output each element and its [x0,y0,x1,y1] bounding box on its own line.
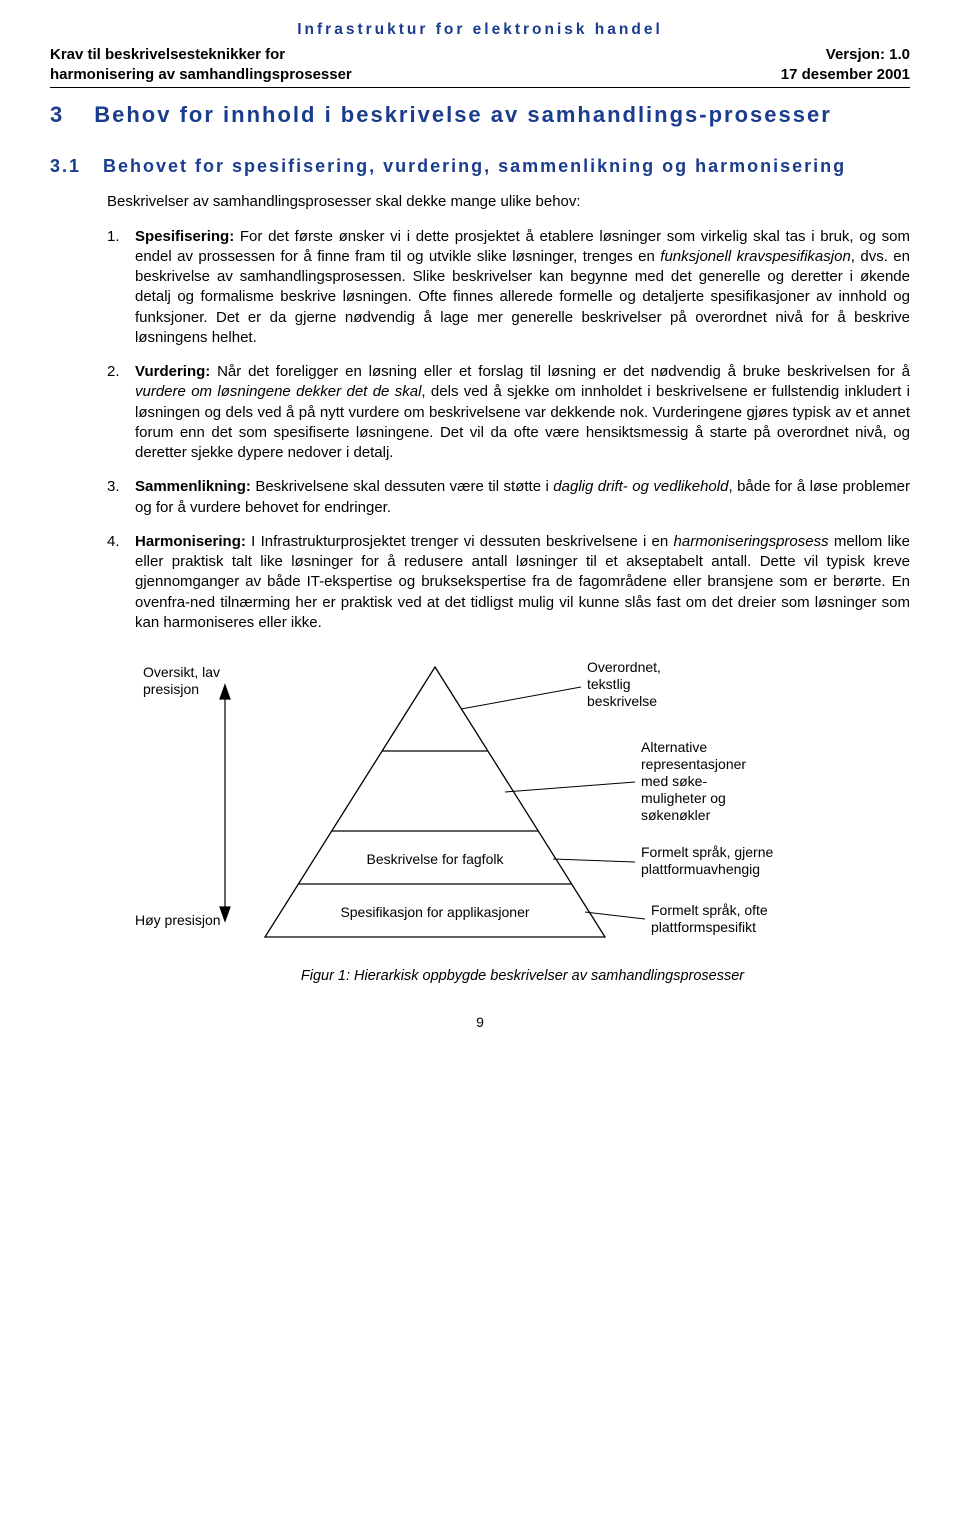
list-item: Spesifisering: For det første ønsker vi … [107,227,910,349]
header-left-1: Krav til beskrivelsesteknikker for [50,45,285,65]
page-number: 9 [50,1013,910,1032]
label-right-mid-4: muligheter og [641,790,726,806]
item-body: Beskrivelsene skal dessuten være til stø… [251,478,553,495]
label-right-low-1: Formelt språk, gjerne [641,844,773,860]
doc-header-row1: Krav til beskrivelsesteknikker for Versj… [50,45,910,65]
section-title: Behov for innhold i beskrivelse av samha… [94,100,832,130]
label-right-mid-5: søkenøkler [641,807,711,823]
pyramid-diagram: Oversikt, lav presisjon Høy presisjon Ov… [135,647,855,957]
label-right-mid-3: med søke- [641,773,707,789]
item-lead: Harmonisering: [135,533,246,550]
item-italic: daglig drift- og vedlikehold [553,478,728,495]
item-italic: vurdere om løsningene dekker det de skal [135,383,421,400]
item-lead: Vurdering: [135,363,210,380]
pyramid-level-3: Beskrivelse for fagfolk [367,851,505,867]
item-lead: Spesifisering: [135,228,234,245]
label-left-top-2: presisjon [143,681,199,697]
list-item: Sammenlikning: Beskrivelsene skal dessut… [107,477,910,518]
label-right-top-3: beskrivelse [587,693,657,709]
item-body: Når det foreligger en løsning eller et f… [210,363,910,380]
label-right-mid-1: Alternative [641,739,707,755]
label-right-bot-1: Formelt språk, ofte [651,902,768,918]
list-item: Harmonisering: I Infrastrukturprosjektet… [107,532,910,633]
label-right-top-1: Overordnet, [587,659,661,675]
label-left-bottom: Høy presisjon [135,912,221,928]
subsection-number: 3.1 [50,154,81,178]
figure-1: Oversikt, lav presisjon Høy presisjon Ov… [135,647,910,987]
item-body: I Infrastrukturprosjektet trenger vi des… [246,533,674,550]
section-number: 3 [50,100,64,130]
intro-paragraph: Beskrivelser av samhandlingsprosesser sk… [107,192,910,212]
subsection-heading: 3.1 Behovet for spesifisering, vurdering… [50,154,910,178]
header-right-1: Versjon: 1.0 [826,45,910,65]
doc-header-center: Infrastruktur for elektronisk handel [50,20,910,41]
header-left-2: harmonisering av samhandlingsprosesser [50,65,352,85]
figure-caption: Figur 1: Hierarkisk oppbygde beskrivelse… [135,967,910,987]
label-left-top-1: Oversikt, lav [143,664,220,680]
label-right-bot-2: plattformspesifikt [651,919,756,935]
label-right-top-2: tekstlig [587,676,631,692]
section-heading: 3 Behov for innhold i beskrivelse av sam… [50,100,910,130]
numbered-list: Spesifisering: For det første ønsker vi … [107,227,910,634]
header-divider [50,87,910,88]
header-right-2: 17 desember 2001 [781,65,910,85]
label-right-mid-2: representasjoner [641,756,746,772]
item-lead: Sammenlikning: [135,478,251,495]
doc-header-row2: harmonisering av samhandlingsprosesser 1… [50,65,910,85]
item-italic: harmoniseringsprosess [674,533,829,550]
subsection-title: Behovet for spesifisering, vurdering, sa… [103,154,846,178]
list-item: Vurdering: Når det foreligger en løsning… [107,362,910,463]
label-right-low-2: plattformuavhengig [641,861,760,877]
pyramid-level-4: Spesifikasjon for applikasjoner [340,904,529,920]
item-italic: funksjonell kravspesifikasjon [660,248,851,265]
